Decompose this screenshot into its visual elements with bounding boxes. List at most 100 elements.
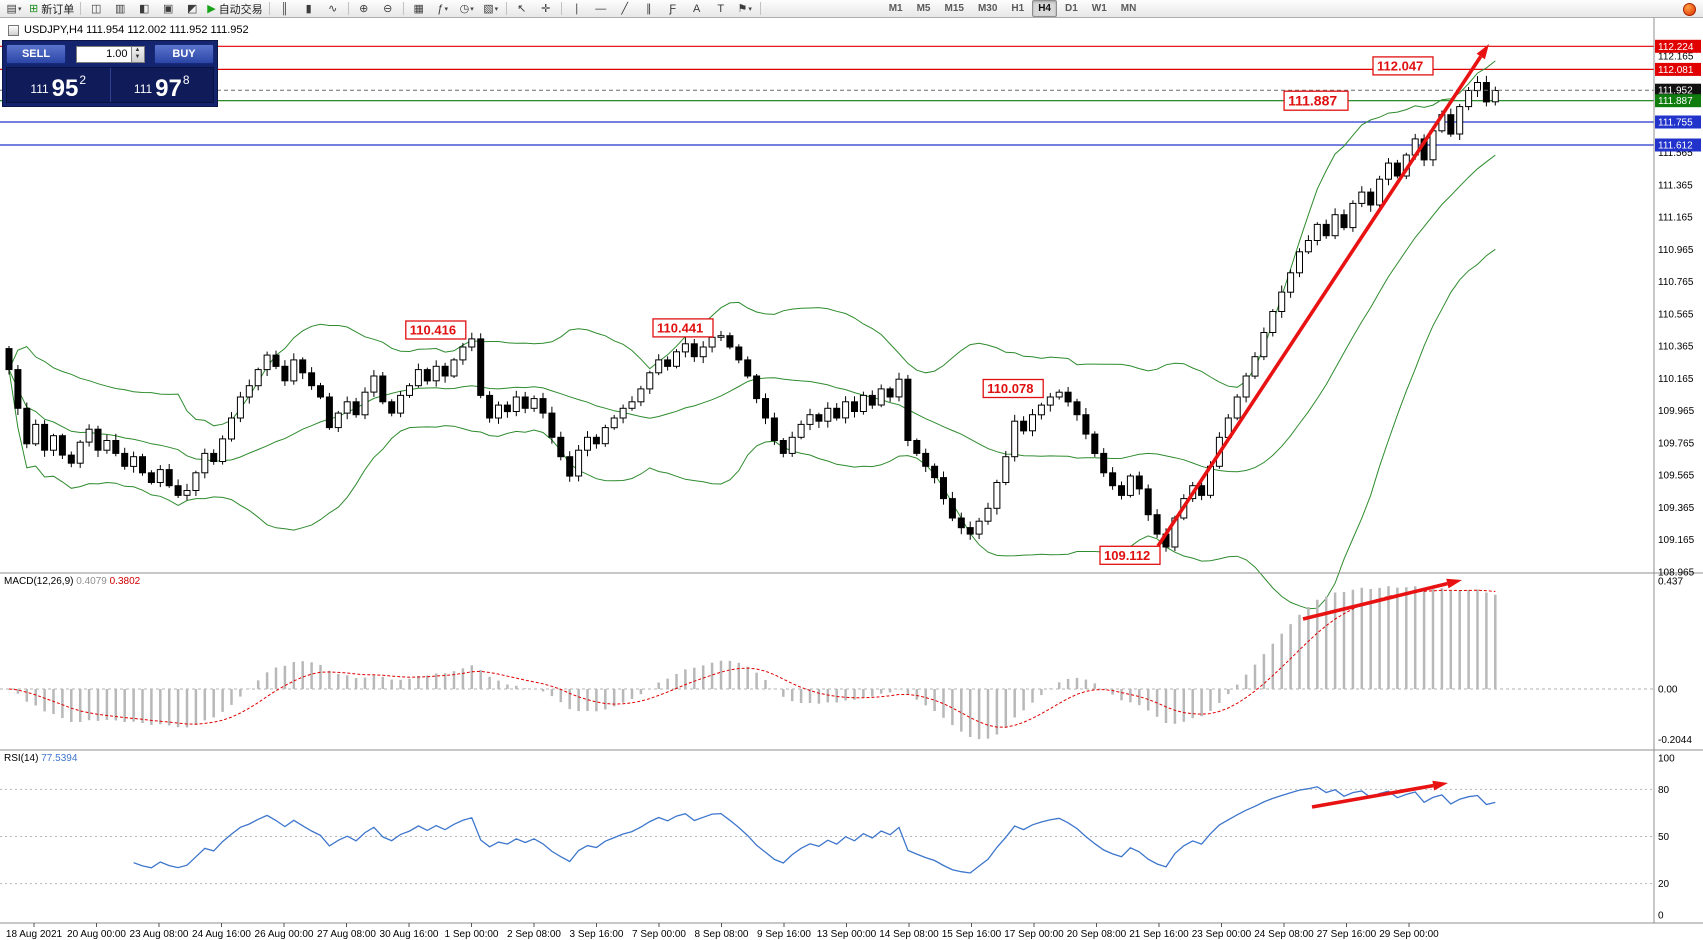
vertical-line-button[interactable]: ∣ — [565, 0, 589, 18]
horizontal-line-icon: ― — [595, 2, 607, 15]
price-axis-box: 112.224 — [1655, 39, 1701, 53]
bar-chart-icon: ║ — [280, 2, 289, 15]
sell-price-sup: 2 — [79, 73, 87, 87]
timeframe-h1-button[interactable]: H1 — [1011, 3, 1025, 14]
toolbar-separator — [402, 2, 404, 15]
svg-text:110.416: 110.416 — [410, 323, 456, 338]
rsi-arrow[interactable] — [1311, 780, 1448, 809]
macd-histogram — [16, 586, 1497, 740]
svg-text:24 Aug 16:00: 24 Aug 16:00 — [192, 929, 251, 940]
price-annotation[interactable]: 111.887 — [1283, 90, 1349, 111]
timeframe-m30-button[interactable]: M30 — [977, 3, 998, 14]
text-label-button[interactable]: T — [709, 0, 733, 18]
zoom-out-button[interactable]: ⊖ — [376, 0, 400, 18]
price-axis-box: 111.887 — [1655, 94, 1701, 108]
candlestick-chart-button[interactable]: ▮ — [297, 0, 321, 18]
price-annotations[interactable]: 110.416 110.441 110.078 109.112 111.887 112.0… — [405, 56, 1434, 565]
rsi-name: RSI(14) — [4, 753, 39, 764]
sell-button[interactable]: SELL — [6, 44, 66, 64]
strategy-tester-button[interactable]: ◩ — [180, 0, 204, 18]
svg-text:111.887: 111.887 — [1658, 96, 1693, 107]
chart-symbol-icon — [8, 24, 19, 36]
panel-separators[interactable] — [0, 18, 1703, 924]
macd-label: MACD(12,26,9) 0.4079 0.3802 — [4, 576, 140, 587]
svg-text:8 Sep 08:00: 8 Sep 08:00 — [695, 929, 749, 940]
time-axis[interactable]: 18 Aug 2021 20 Aug 00:00 23 Aug 08:00 24 Au… — [6, 923, 1439, 940]
svg-text:109.565: 109.565 — [1658, 471, 1695, 482]
equidistant-channel-icon: ∥ — [645, 2, 652, 15]
timeframe-m5-button[interactable]: M5 — [916, 3, 931, 14]
svg-text:100: 100 — [1658, 754, 1675, 765]
chevron-down-icon: ▾ — [494, 5, 499, 13]
rsi-label: RSI(14) 77.5394 — [4, 753, 77, 764]
svg-text:23 Sep 00:00: 23 Sep 00:00 — [1192, 929, 1252, 940]
market-watch-button[interactable]: ◫ — [84, 0, 108, 18]
timeframe-d1-button[interactable]: D1 — [1065, 3, 1078, 14]
svg-text:112.165: 112.165 — [1658, 51, 1694, 62]
macd-arrow[interactable] — [1302, 578, 1462, 621]
navigator-button[interactable]: ◧ — [132, 0, 156, 18]
svg-text:112.224: 112.224 — [1658, 42, 1694, 53]
svg-text:0: 0 — [1658, 911, 1664, 922]
new-order-button[interactable]: ⊞ 新订单 — [26, 0, 77, 18]
crosshair-button[interactable]: ✛ — [534, 0, 558, 18]
trendline-button[interactable]: ╱ — [613, 0, 637, 18]
line-chart-button[interactable]: ∿ — [321, 0, 345, 18]
rsi-levels — [0, 788, 1654, 885]
toolbar-separator — [268, 2, 270, 15]
toolbar-separator — [505, 2, 507, 15]
volume-input[interactable] — [75, 45, 132, 63]
price-annotation[interactable]: 110.416 — [405, 320, 467, 340]
timeframe-mn-button[interactable]: MN — [1120, 3, 1137, 14]
autotrading-button[interactable]: ▶ 自动交易 — [204, 0, 265, 18]
horizontal-line-button[interactable]: ― — [589, 0, 613, 18]
zoom-in-button[interactable]: ⊕ — [352, 0, 376, 18]
svg-text:112.081: 112.081 — [1658, 65, 1694, 76]
timeframe-h4-button[interactable]: H4 — [1032, 0, 1057, 17]
macd-value-main: 0.4079 — [76, 576, 107, 587]
svg-text:109.965: 109.965 — [1658, 406, 1695, 417]
tile-windows-button[interactable]: ▦ — [407, 0, 431, 18]
timeframe-w1-button[interactable]: W1 — [1091, 3, 1107, 14]
templates-button[interactable]: ▧ ▾ — [479, 0, 503, 18]
svg-text:111.165: 111.165 — [1658, 213, 1693, 224]
volume-up-icon[interactable]: ▲ — [134, 46, 141, 53]
price-annotation[interactable]: 110.441 — [652, 318, 714, 338]
timeframe-m1-button[interactable]: M1 — [888, 3, 903, 14]
indicators-button[interactable]: ƒ ▾ — [431, 0, 455, 18]
strategy-tester-icon: ◩ — [187, 2, 198, 15]
toolbar: ▤ ▾ ⊞ 新订单 ◫ ▥ ◧ ▣ ◩ ▶ 自动交易 ║ ▮ ∿ ⊕ ⊖ ▦ ƒ ▾ ◷ ▾ ▧ ▾ ↖ ✛ ∣ ― ╱ ∥ Ƒ A T ⚑ ▾ … — [0, 0, 1703, 18]
buy-price[interactable]: 111 97 8 — [111, 68, 214, 102]
svg-text:7 Sep 00:00: 7 Sep 00:00 — [632, 929, 686, 940]
new-chart-button[interactable]: ▤ ▾ — [2, 0, 26, 18]
price-axis[interactable]: 112.165 111.565 111.365 111.165 110.965 110.7… — [1655, 39, 1701, 579]
trend-arrow[interactable] — [1156, 44, 1489, 547]
terminal-button[interactable]: ▣ — [156, 0, 180, 18]
bar-chart-button[interactable]: ║ — [273, 0, 297, 18]
sell-price[interactable]: 111 95 2 — [7, 68, 111, 102]
fibonacci-icon: Ƒ — [669, 2, 677, 15]
equidistant-channel-button[interactable]: ∥ — [637, 0, 661, 18]
svg-text:27 Aug 08:00: 27 Aug 08:00 — [317, 929, 376, 940]
svg-text:80: 80 — [1658, 785, 1670, 796]
timeframe-m15-button[interactable]: M15 — [944, 3, 964, 14]
data-window-button[interactable]: ▥ — [108, 0, 132, 18]
chevron-down-icon: ▾ — [748, 5, 752, 13]
rsi-axis[interactable]: 100 80 50 20 0 — [1658, 754, 1675, 922]
price-annotation[interactable]: 110.078 — [982, 378, 1044, 399]
text-button[interactable]: A — [685, 0, 709, 18]
svg-text:111.755: 111.755 — [1658, 118, 1693, 129]
macd-axis[interactable]: 0.437 0.00 -0.2044 — [1658, 577, 1692, 746]
price-annotation[interactable]: 112.047 — [1372, 56, 1434, 76]
volume-stepper[interactable]: ▲ ▼ — [131, 45, 145, 63]
buy-button[interactable]: BUY — [154, 44, 214, 64]
new-chart-icon: ▤ — [6, 2, 17, 15]
periods-button[interactable]: ◷ ▾ — [455, 0, 479, 18]
price-annotation[interactable]: 109.112 — [1099, 545, 1161, 565]
fibonacci-button[interactable]: Ƒ — [661, 0, 685, 18]
arrows-tool-button[interactable]: ⚑ ▾ — [733, 0, 757, 18]
cursor-button[interactable]: ↖ — [510, 0, 534, 18]
crosshair-icon: ✛ — [541, 2, 551, 15]
volume-down-icon[interactable]: ▼ — [134, 54, 141, 60]
